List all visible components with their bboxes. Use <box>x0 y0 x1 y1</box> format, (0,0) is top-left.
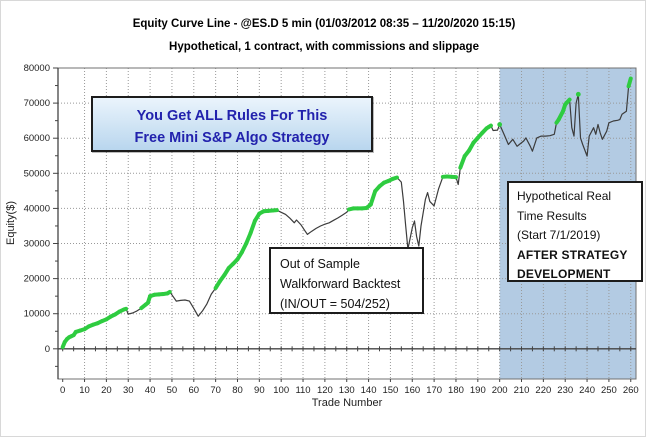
new-high-segment <box>458 154 467 170</box>
new-high-markers <box>60 76 633 350</box>
x-tick-label: 140 <box>361 385 377 396</box>
new-high-segment <box>368 189 378 207</box>
x-tick-label: 80 <box>232 385 243 396</box>
oos-line-2: Walkforward Backtest <box>280 277 401 291</box>
y-tick-label: 50000 <box>24 168 50 179</box>
x-tick-label: 240 <box>579 385 595 396</box>
x-tick-label: 110 <box>295 385 310 396</box>
new-high-segment <box>121 306 129 312</box>
x-tick-label: 130 <box>339 385 355 396</box>
x-tick-label: 210 <box>514 385 530 396</box>
real-time-results-annotation-box: Hypothetical Real Time Results (Start 7/… <box>507 181 643 282</box>
new-high-segment <box>248 218 257 235</box>
y-tick-label: 80000 <box>24 63 50 74</box>
y-tick-label: 30000 <box>24 239 50 250</box>
x-tick-label: 90 <box>254 385 265 396</box>
rt-line-3: (Start 7/1/2019) <box>517 228 601 242</box>
x-tick-label: 260 <box>623 385 639 396</box>
x-tick-label: 220 <box>535 385 551 396</box>
new-high-segment <box>390 175 399 181</box>
rt-line-1: Hypothetical Real <box>517 189 612 203</box>
y-tick-label: 0 <box>45 344 50 355</box>
chart-title: Equity Curve Line - @ES.D 5 min (01/03/2… <box>132 18 516 30</box>
x-tick-label: 120 <box>317 385 333 396</box>
y-tick-label: 70000 <box>24 98 50 109</box>
y-tick-label: 10000 <box>24 309 50 320</box>
x-tick-label: 10 <box>79 385 90 396</box>
x-axis-title: Trade Number <box>311 397 383 409</box>
rt-line-5: DEVELOPMENT <box>517 267 611 281</box>
x-tick-label: 100 <box>273 385 289 396</box>
x-tick-label: 180 <box>448 385 464 396</box>
promo-line-1: You Get ALL Rules For This <box>136 108 328 124</box>
y-tick-label: 60000 <box>24 133 50 144</box>
x-tick-label: 20 <box>101 385 112 396</box>
rt-line-2: Time Results <box>517 208 587 223</box>
x-tick-label: 200 <box>492 385 508 396</box>
x-tick-label: 160 <box>404 385 420 396</box>
y-axis-title: Equity($) <box>5 200 17 246</box>
y-tick-label: 40000 <box>24 203 50 214</box>
x-tick-label: 170 <box>426 385 442 396</box>
out-of-sample-annotation-box: Out of Sample Walkforward Backtest (IN/O… <box>269 247 424 314</box>
new-high-segment <box>563 97 572 107</box>
x-tick-label: 0 <box>60 385 65 396</box>
oos-line-1: Out of Sample <box>280 257 360 271</box>
oos-line-3: (IN/OUT = 504/252) <box>280 297 390 311</box>
promo-line-2: Free Mini S&P Algo Strategy <box>134 130 330 146</box>
x-tick-label: 30 <box>123 385 134 396</box>
rt-line-4: AFTER STRATEGY <box>517 247 628 262</box>
new-high-segment <box>626 76 633 89</box>
x-tick-label: 190 <box>470 385 486 396</box>
x-tick-label: 250 <box>601 385 617 396</box>
x-tick-label: 70 <box>210 385 221 396</box>
new-high-segment <box>486 123 493 129</box>
y-tick-label: 20000 <box>24 274 50 285</box>
x-tick-label: 40 <box>145 385 156 396</box>
chart-subtitle: Hypothetical, 1 contract, with commissio… <box>169 41 479 53</box>
new-high-dot <box>575 91 581 97</box>
x-tick-label: 150 <box>382 385 398 396</box>
new-high-segment <box>165 289 172 296</box>
x-tick-label: 230 <box>557 385 573 396</box>
x-tick-label: 50 <box>167 385 178 396</box>
x-tick-label: 60 <box>188 385 199 396</box>
new-high-dot <box>497 122 503 127</box>
promo-annotation-box: You Get ALL Rules For This Free Mini S&P… <box>91 96 373 152</box>
